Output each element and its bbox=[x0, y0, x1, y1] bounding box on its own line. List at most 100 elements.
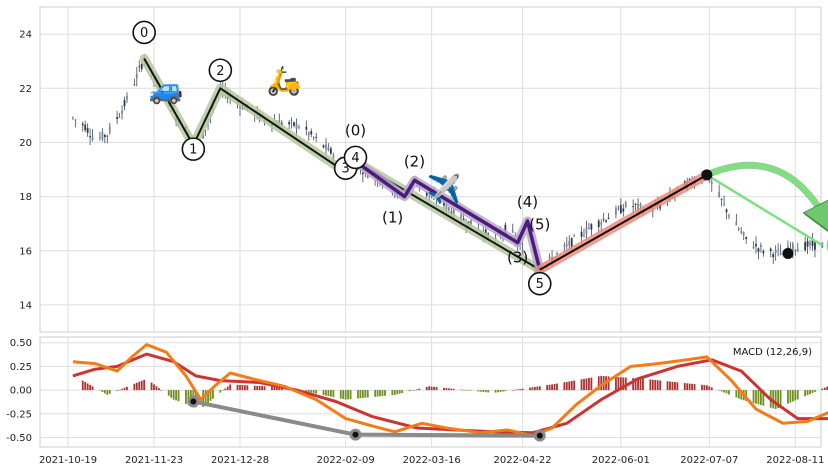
macd-hist-bar bbox=[315, 390, 318, 394]
macd-hist-bar bbox=[359, 390, 362, 399]
price-y-axis: 14 16 18 20 22 24 bbox=[19, 30, 32, 312]
macd-panel-frame bbox=[39, 336, 822, 448]
macd-hist-bar bbox=[443, 387, 445, 391]
macd-hist-bar bbox=[519, 389, 522, 391]
macd-hist-bar bbox=[637, 378, 639, 391]
macd-hist-bar bbox=[570, 381, 573, 391]
candle bbox=[86, 123, 89, 137]
macd-hist-bar bbox=[573, 380, 576, 391]
macd-hist-bar bbox=[597, 376, 600, 391]
macd-hist-bar bbox=[418, 388, 421, 391]
macd-hist-bar bbox=[118, 389, 121, 391]
forecast-arrow bbox=[705, 161, 828, 247]
candle bbox=[735, 213, 738, 226]
candle bbox=[322, 144, 325, 149]
macd-signal-line bbox=[72, 352, 828, 435]
candle bbox=[101, 128, 104, 142]
macd-hist-bar bbox=[514, 389, 517, 391]
macd-hist-bar bbox=[651, 379, 654, 391]
macd-hist-bar bbox=[121, 388, 123, 391]
candle bbox=[745, 236, 748, 244]
candle bbox=[622, 203, 625, 217]
macd-hist-bar bbox=[521, 388, 524, 391]
candle bbox=[755, 236, 757, 254]
macd-hist-bar bbox=[273, 386, 276, 391]
macd-hist-bar bbox=[649, 379, 652, 391]
macd-hist-bar bbox=[150, 382, 153, 391]
macd-hist-bar bbox=[229, 384, 232, 391]
macd-hist-bar bbox=[615, 376, 617, 391]
candle bbox=[103, 133, 106, 144]
candle bbox=[720, 198, 723, 207]
macd-hist-bar bbox=[688, 383, 691, 391]
macd-hist-bar bbox=[123, 387, 126, 391]
macd-trend-line-0 bbox=[192, 399, 356, 437]
macd-hist-bar bbox=[693, 384, 696, 391]
candle bbox=[106, 135, 109, 144]
price-y-tick-0: 14 bbox=[19, 300, 32, 311]
macd-hist-bar bbox=[261, 386, 264, 391]
x-tick-6: 2022-06-01 bbox=[592, 455, 650, 466]
macd-hist-bar bbox=[153, 384, 155, 391]
macd-hist-bar bbox=[374, 390, 377, 397]
forecast-arc bbox=[705, 162, 828, 226]
candle bbox=[293, 121, 295, 128]
macd-hist-bar bbox=[710, 387, 713, 391]
macd-hist-bar bbox=[158, 388, 160, 391]
macd-hist-bar bbox=[504, 390, 507, 392]
x-tick-1: 2021-11-23 bbox=[125, 455, 183, 466]
macd-hist-bar bbox=[86, 383, 89, 391]
macd-hist-bar bbox=[556, 383, 558, 391]
macd-hist-bar bbox=[226, 386, 229, 391]
macd-hist-bar bbox=[590, 377, 593, 391]
macd-hist-bar bbox=[342, 390, 345, 400]
wave-label-2: 2 bbox=[208, 58, 233, 83]
macd-hist-bar bbox=[236, 384, 239, 391]
macd-hist-bar bbox=[686, 383, 689, 391]
macd-hist-bar bbox=[499, 390, 502, 392]
macd-hist-bar bbox=[659, 380, 662, 391]
candle bbox=[123, 96, 126, 111]
x-tick-2: 2021-12-28 bbox=[211, 455, 269, 466]
candle bbox=[774, 245, 777, 261]
candle bbox=[84, 120, 87, 133]
macd-hist-bar bbox=[256, 385, 259, 391]
wave-line-1 bbox=[354, 159, 542, 271]
candle bbox=[108, 122, 111, 135]
candle bbox=[615, 205, 617, 219]
candle bbox=[718, 184, 721, 198]
macd-hist-bar bbox=[357, 390, 359, 399]
candle bbox=[752, 241, 755, 249]
macd-hist-bar bbox=[307, 390, 310, 393]
candle bbox=[135, 66, 138, 87]
candle bbox=[563, 242, 566, 253]
sub-wave-label-3: (3) bbox=[507, 249, 528, 267]
macd-y-tick-1: -0.25 bbox=[6, 409, 32, 420]
price-y-tick-3: 20 bbox=[19, 138, 32, 149]
macd-hist-bar bbox=[185, 390, 187, 404]
macd-hist-bar bbox=[511, 390, 514, 391]
macd-hist-bar bbox=[470, 390, 472, 391]
macd-hist-bar bbox=[325, 390, 327, 396]
macd-hist-bar bbox=[425, 386, 428, 391]
macd-hist-bar bbox=[720, 390, 723, 392]
macd-hist-bar bbox=[642, 378, 644, 391]
macd-hist-bar bbox=[263, 386, 266, 391]
macd-trend-dot-2 bbox=[536, 432, 543, 439]
candle bbox=[307, 131, 310, 142]
macd-hist-bar bbox=[563, 382, 566, 391]
macd-hist-bar bbox=[219, 390, 222, 393]
macd-hist-bar bbox=[347, 390, 350, 400]
candle bbox=[298, 124, 300, 130]
candle bbox=[632, 199, 635, 214]
airplane-icon: ✈️ bbox=[427, 171, 462, 205]
macd-hist-bar bbox=[821, 388, 824, 391]
macd-hist-bar bbox=[344, 390, 347, 400]
wave-label-0: 0 bbox=[132, 20, 156, 45]
macd-hist-bar bbox=[253, 385, 256, 391]
macd-hist-bar bbox=[551, 384, 553, 391]
wave-line-2 bbox=[539, 174, 708, 271]
macd-hist-bar bbox=[548, 384, 551, 391]
macd-hist-bar bbox=[101, 390, 104, 392]
macd-hist-bar bbox=[84, 382, 87, 391]
